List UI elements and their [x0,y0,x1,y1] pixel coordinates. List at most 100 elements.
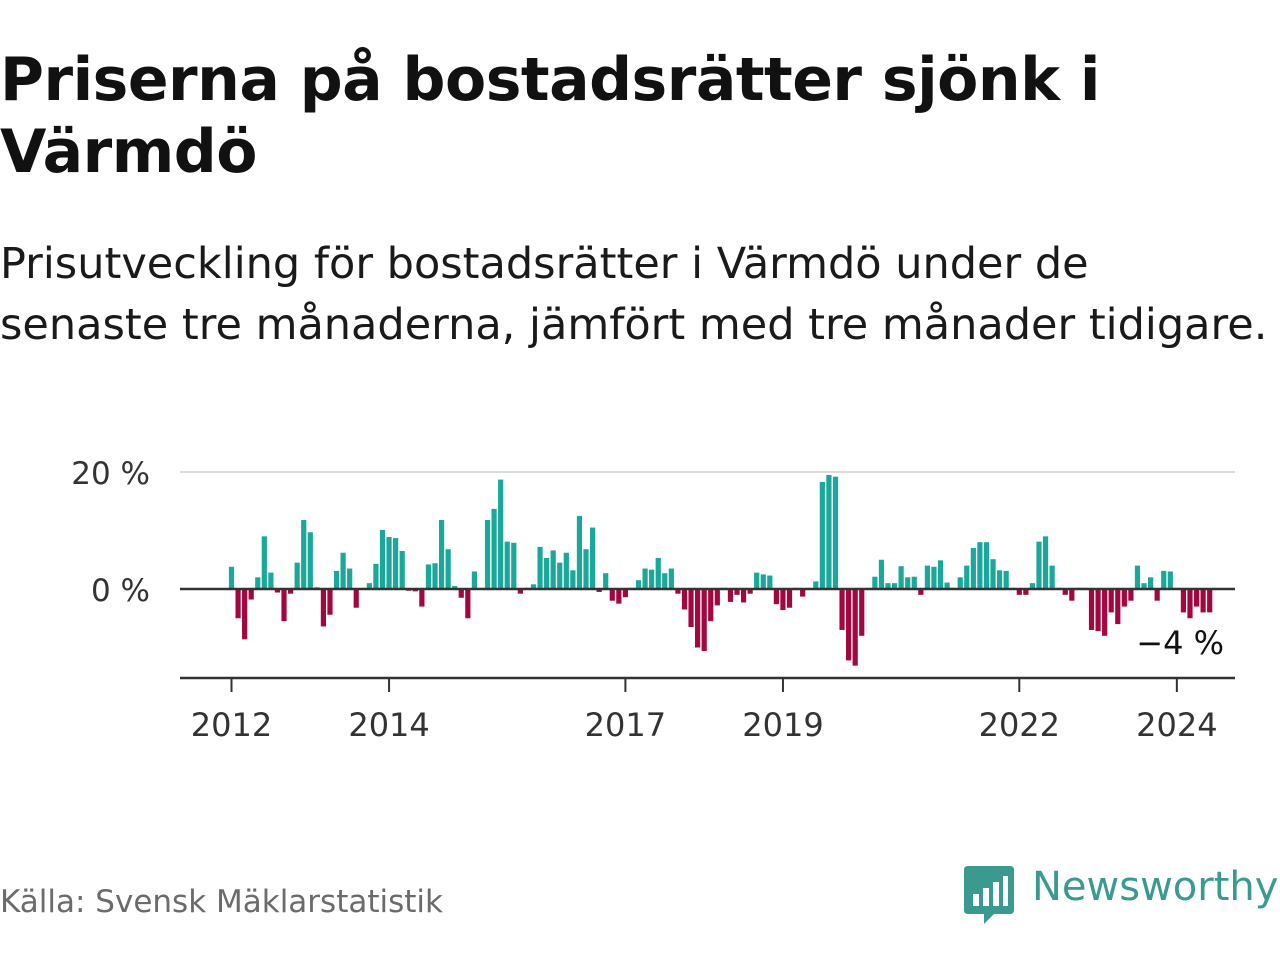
bar [235,589,241,619]
bar [1128,589,1134,601]
bar [484,519,491,589]
bar [255,577,261,589]
bar [1016,589,1022,595]
bar [570,570,576,589]
bar [557,562,563,589]
bar [767,575,773,589]
x-tick-label: 2024 [1136,706,1217,744]
axes [180,587,1235,692]
bar [347,568,353,589]
bar [1069,589,1075,601]
bar [1102,589,1108,636]
bar [287,589,294,594]
bar [826,474,832,589]
bar [727,589,734,602]
bar [281,589,287,622]
y-tick-label: 0 % [91,573,150,609]
brand-name: Newsworthy [1032,864,1279,910]
bar [425,564,432,589]
bar-chart: 0 % 20 % 2012 2014 2017 2019 2022 2024 −4 % [71,456,1235,744]
bar [872,576,878,590]
bar [366,583,372,589]
bar [688,589,694,628]
bar [918,589,924,595]
bar [583,549,589,589]
bar [603,573,609,589]
bar [550,550,556,589]
bar [616,589,622,604]
bar [944,582,950,589]
bar [662,573,668,589]
bar [379,529,386,589]
bar [576,515,583,590]
bar [754,572,760,589]
bar [911,576,917,590]
bar [228,566,235,589]
bar [261,536,267,589]
bar [353,589,359,608]
bar [649,569,655,589]
bar [839,589,845,630]
bar [491,508,497,589]
bar [399,550,405,589]
bar [419,589,425,607]
bar [642,568,648,589]
bar [747,589,753,594]
bar [517,589,523,594]
bar [1180,589,1187,613]
bar [655,558,661,589]
bar [983,542,990,589]
bar [846,589,852,661]
tick-labels: 0 % 20 % 2012 2014 2017 2019 2022 2024 −4 % [71,456,1224,744]
bar [498,479,504,589]
bar [320,589,327,627]
bar [681,589,688,610]
bar [708,589,714,622]
bar [937,560,944,589]
bar [373,563,379,589]
bar [734,589,740,595]
newsworthy-logo-icon [964,866,1014,924]
bar [340,552,346,589]
source-note: Källa: Svensk Mäklarstatistik [0,884,443,920]
bar [813,581,819,589]
bar [511,542,517,589]
bar [504,541,510,589]
bar [333,570,340,589]
bar [1121,589,1127,607]
bar [740,589,747,603]
bar [537,546,543,589]
bar [878,559,885,589]
bar [1161,570,1167,589]
bar [1141,583,1147,589]
bar [530,584,537,589]
bar [1134,565,1141,589]
x-tick-label: 2019 [742,706,823,744]
bar [1200,589,1206,613]
x-tick-label: 2014 [348,706,429,744]
bar [668,568,674,589]
chart-title: Priserna på bostadsrätter sjönk i Värmdö [0,45,1100,187]
bar [589,527,596,589]
bar [386,536,392,589]
bar [800,589,806,597]
bar [471,571,477,589]
bar [452,586,458,589]
bar [458,589,464,598]
bar [780,589,786,611]
bar [445,549,451,589]
y-tick-label: 20 % [71,456,150,492]
bar [1187,589,1193,619]
bar [885,583,891,589]
bar [1088,589,1095,630]
bar [957,577,963,589]
bar [760,574,766,590]
bar [1036,541,1042,589]
bar [1167,571,1173,589]
bar [1062,589,1068,595]
bar [905,577,911,589]
bar [714,589,720,606]
bar [898,566,904,589]
bar [675,589,681,594]
bar [1023,589,1029,595]
